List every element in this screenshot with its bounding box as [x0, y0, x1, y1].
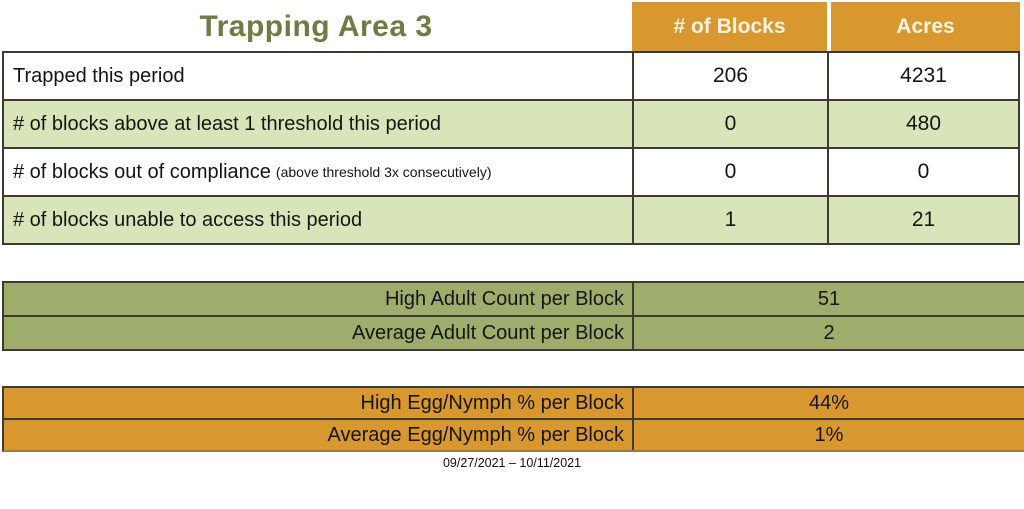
row-label: High Adult Count per Block — [384, 287, 624, 310]
row-value: 51 — [632, 283, 1024, 315]
row-label: High Egg/Nymph % per Block — [360, 391, 624, 414]
row-label-text: # of blocks unable to access this period — [13, 208, 363, 231]
acres-value: 4231 — [827, 53, 1018, 99]
blocks-value: 0 — [632, 149, 827, 195]
row-label: # of blocks above at least 1 threshold t… — [4, 101, 632, 147]
column-header-acres: Acres — [831, 2, 1020, 51]
table-row: Average Egg/Nymph % per Block 1% — [4, 418, 1024, 450]
page-title: Trapping Area 3 — [199, 9, 433, 43]
table-row: # of blocks unable to access this period… — [4, 195, 1018, 243]
row-label: Average Adult Count per Block — [351, 321, 624, 344]
table-row: High Adult Count per Block 51 — [4, 283, 1024, 315]
date-range: 09/27/2021 – 10/11/2021 — [442, 456, 582, 470]
row-label-text: # of blocks out of compliance — [13, 160, 271, 183]
acres-value: 0 — [827, 149, 1018, 195]
row-label: # of blocks out of compliance (above thr… — [4, 149, 632, 195]
row-value: 44% — [632, 388, 1024, 418]
blocks-value: 1 — [632, 197, 827, 243]
adult-count-table: High Adult Count per Block 51 Average Ad… — [2, 281, 1024, 351]
row-label-text: # of blocks above at least 1 threshold t… — [13, 112, 442, 135]
row-label-note: (above threshold 3x consecutively) — [275, 164, 492, 180]
egg-nymph-table: High Egg/Nymph % per Block 44% Average E… — [2, 386, 1024, 452]
blocks-value: 0 — [632, 101, 827, 147]
table-row: Trapped this period 206 4231 — [4, 53, 1018, 99]
row-label: Average Egg/Nymph % per Block — [327, 423, 624, 446]
blocks-value: 206 — [632, 53, 827, 99]
acres-value: 21 — [827, 197, 1018, 243]
row-value: 1% — [632, 420, 1024, 450]
acres-value: 480 — [827, 101, 1018, 147]
row-label: Trapped this period — [4, 53, 632, 99]
table-row: High Egg/Nymph % per Block 44% — [4, 388, 1024, 418]
table-row: # of blocks out of compliance (above thr… — [4, 147, 1018, 195]
table-row: # of blocks above at least 1 threshold t… — [4, 99, 1018, 147]
row-label: # of blocks unable to access this period — [4, 197, 632, 243]
row-value: 2 — [632, 317, 1024, 349]
summary-table: Trapped this period 206 4231 # of blocks… — [2, 51, 1020, 245]
column-header-blocks: # of Blocks — [632, 2, 827, 51]
table-row: Average Adult Count per Block 2 — [4, 315, 1024, 349]
row-label-text: Trapped this period — [13, 64, 185, 87]
